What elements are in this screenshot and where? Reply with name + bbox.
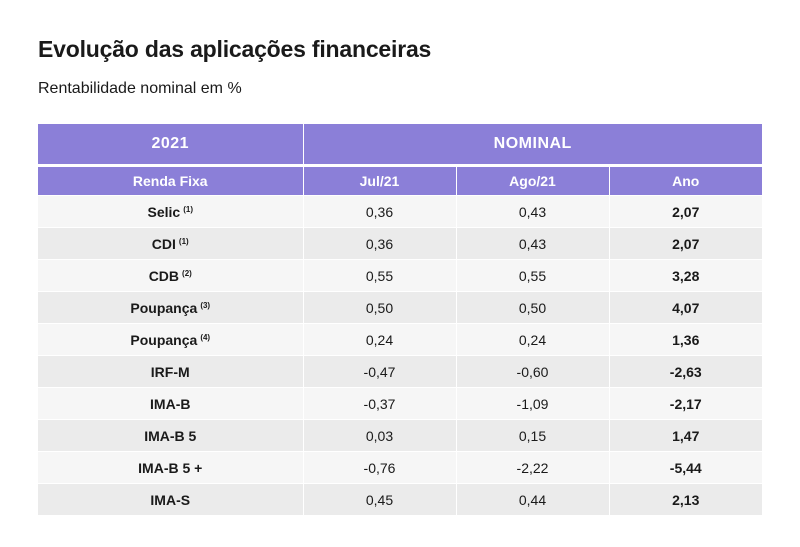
jul-value: 0,24 [302, 323, 456, 356]
nominal-header: NOMINAL [302, 124, 762, 166]
ano-value: 2,13 [608, 483, 762, 515]
row-label: CDI [151, 235, 176, 252]
ago-value: 0,43 [455, 195, 609, 228]
row-label-cell: IMA-B 5 [38, 419, 303, 452]
ago-value: 0,55 [455, 259, 609, 292]
ano-value: 1,47 [608, 419, 762, 452]
page-title: Evolução das aplicações financeiras [38, 36, 432, 62]
table-row: IMA-B -0,37 -1,09 -2,17 [38, 387, 762, 420]
ano-value: -5,44 [608, 451, 762, 484]
row-label-cell: Selic (1) [38, 195, 303, 228]
table-row: IMA-S 0,45 0,44 2,13 [38, 483, 762, 515]
column-header-ago: Ago/21 [455, 165, 609, 196]
jul-value: -0,76 [302, 451, 456, 484]
ano-value: -2,63 [608, 355, 762, 388]
table-header-row: 2021 NOMINAL [38, 124, 762, 166]
footnote-marker: (1) [178, 236, 189, 246]
row-label-cell: Poupança (4) [38, 323, 303, 356]
jul-value: -0,37 [302, 387, 456, 420]
ano-value: -2,17 [608, 387, 762, 420]
jul-value: 0,50 [302, 291, 456, 324]
row-label-cell: IMA-B 5 + [38, 451, 303, 484]
row-label: Poupança [130, 299, 198, 316]
returns-table: 2021 NOMINAL Renda Fixa Jul/21 Ago/21 An… [38, 124, 762, 515]
year-header: 2021 [38, 124, 303, 166]
ago-value: 0,43 [455, 227, 609, 260]
row-label: IRF-M [150, 363, 190, 380]
row-label-cell: CDB (2) [38, 259, 303, 292]
table-row: Selic (1) 0,36 0,43 2,07 [38, 195, 762, 228]
jul-value: 0,36 [302, 227, 456, 260]
row-label: Selic [147, 203, 181, 220]
jul-value: 0,55 [302, 259, 456, 292]
ago-value: -0,60 [455, 355, 609, 388]
ago-value: 0,24 [455, 323, 609, 356]
row-label-cell: CDI (1) [38, 227, 303, 260]
table-row: Poupança (4) 0,24 0,24 1,36 [38, 323, 762, 356]
column-header-ano: Ano [608, 165, 762, 196]
ago-value: 0,44 [455, 483, 609, 515]
footnote-marker: (4) [200, 332, 211, 342]
row-label: CDB [148, 267, 180, 284]
ago-value: 0,50 [455, 291, 609, 324]
table-body: Selic (1) 0,36 0,43 2,07 CDI (1) 0,36 0,43 2,07 CD… [38, 195, 762, 515]
jul-value: 0,45 [302, 483, 456, 515]
ano-value: 2,07 [608, 195, 762, 228]
ano-value: 1,36 [608, 323, 762, 356]
table-row: IMA-B 5 + -0,76 -2,22 -5,44 [38, 451, 762, 484]
jul-value: -0,47 [302, 355, 456, 388]
page-subtitle: Rentabilidade nominal em % [38, 80, 242, 97]
footnote-marker: (2) [182, 268, 192, 278]
row-label-cell: Poupança (3) [38, 291, 303, 324]
table-row: IRF-M -0,47 -0,60 -2,63 [38, 355, 762, 388]
ano-value: 3,28 [608, 259, 762, 292]
footnote-marker: (3) [200, 300, 211, 310]
ago-value: -2,22 [455, 451, 609, 484]
ano-value: 4,07 [608, 291, 762, 324]
row-label: Poupança [130, 331, 198, 348]
jul-value: 0,36 [302, 195, 456, 228]
column-header-jul: Jul/21 [302, 165, 456, 196]
row-label: IMA-B [150, 395, 191, 412]
jul-value: 0,03 [302, 419, 456, 452]
table-subheader-row: Renda Fixa Jul/21 Ago/21 Ano [38, 165, 762, 196]
footnote-marker: (1) [183, 204, 193, 214]
ano-value: 2,07 [608, 227, 762, 260]
row-label: IMA-B 5 [144, 427, 197, 444]
table-row: CDI (1) 0,36 0,43 2,07 [38, 227, 762, 260]
row-label-cell: IRF-M [38, 355, 303, 388]
ago-value: -1,09 [455, 387, 609, 420]
column-header-renda-fixa: Renda Fixa [38, 165, 303, 196]
row-label-cell: IMA-S [38, 483, 303, 515]
table-row: IMA-B 5 0,03 0,15 1,47 [38, 419, 762, 452]
table-row: Poupança (3) 0,50 0,50 4,07 [38, 291, 762, 324]
row-label-cell: IMA-B [38, 387, 303, 420]
table-row: CDB (2) 0,55 0,55 3,28 [38, 259, 762, 292]
ago-value: 0,15 [455, 419, 609, 452]
row-label: IMA-B 5 + [138, 459, 203, 476]
row-label: IMA-S [150, 491, 191, 508]
